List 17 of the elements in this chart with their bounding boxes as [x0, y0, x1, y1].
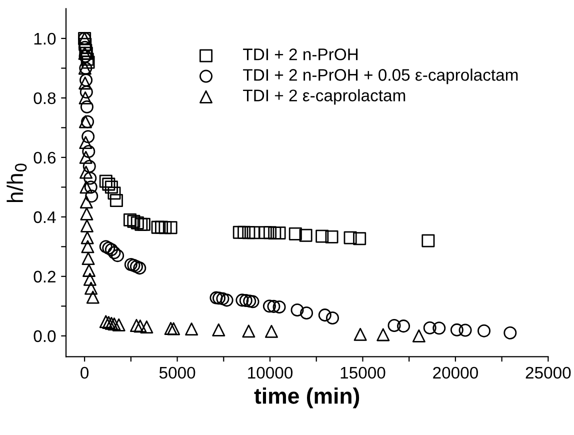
- y-tick-label: 0.6: [34, 152, 56, 164]
- y-tick-label: 0.4: [34, 211, 56, 224]
- legend-label: TDI + 2 n-PrOH: [243, 48, 358, 60]
- x-tick-label: 25000: [526, 366, 571, 379]
- x-axis-title: time (min): [254, 388, 360, 408]
- x-tick-label: 20000: [433, 366, 478, 379]
- y-axis-title: h/h$_{0}$: [6, 164, 27, 202]
- x-tick-label: 0: [80, 366, 89, 379]
- legend-label: TDI + 2 n-PrOH + 0.05 ε-caprolactam: [243, 68, 518, 84]
- x-tick-label: 5000: [159, 366, 196, 379]
- x-tick-label: 10000: [248, 366, 293, 379]
- legend-label: TDI + 2 ε-caprolactam: [243, 89, 406, 105]
- y-tick-label: 0.0: [34, 330, 56, 342]
- x-tick-label: 15000: [340, 366, 386, 379]
- y-tick-label: 0.8: [34, 92, 56, 104]
- y-tick-label: 1.0: [34, 32, 56, 45]
- y-tick-label: 0.2: [34, 270, 56, 283]
